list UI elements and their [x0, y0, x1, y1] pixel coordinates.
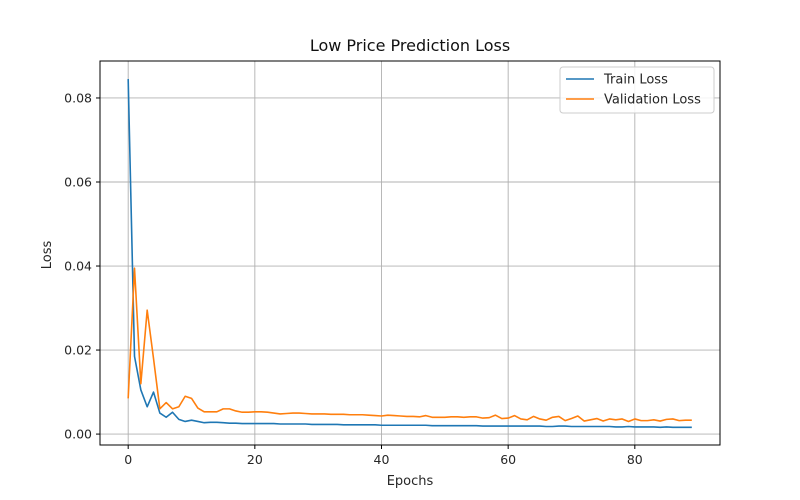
x-tick-label: 60	[500, 452, 516, 467]
legend-label-train-loss: Train Loss	[603, 73, 668, 88]
y-tick-label: 0.00	[64, 427, 92, 442]
legend-label-validation-loss: Validation Loss	[604, 93, 701, 108]
legend: Train Loss Validation Loss	[559, 66, 715, 114]
train-loss-line	[127, 79, 692, 429]
x-tick-label: 0	[124, 452, 132, 467]
x-tick-label: 40	[374, 452, 390, 467]
legend-box	[559, 66, 715, 114]
x-axis-label: Epochs	[387, 474, 434, 489]
axis-ticks: 0 20 40 60 80 0.00 0.02 0.04 0.06 0.08	[64, 90, 643, 467]
y-tick-label: 0.06	[64, 174, 92, 189]
y-tick-label: 0.02	[64, 343, 92, 358]
x-tick-label: 20	[247, 452, 263, 467]
series-lines	[127, 79, 692, 429]
y-axis-label: Loss	[40, 241, 55, 270]
chart-title: Low Price Prediction Loss	[310, 36, 510, 55]
validation-loss-line	[127, 267, 692, 423]
y-tick-label: 0.08	[64, 90, 92, 105]
y-tick-label: 0.04	[64, 259, 92, 274]
plot-frame	[99, 60, 721, 446]
x-tick-label: 80	[627, 452, 643, 467]
